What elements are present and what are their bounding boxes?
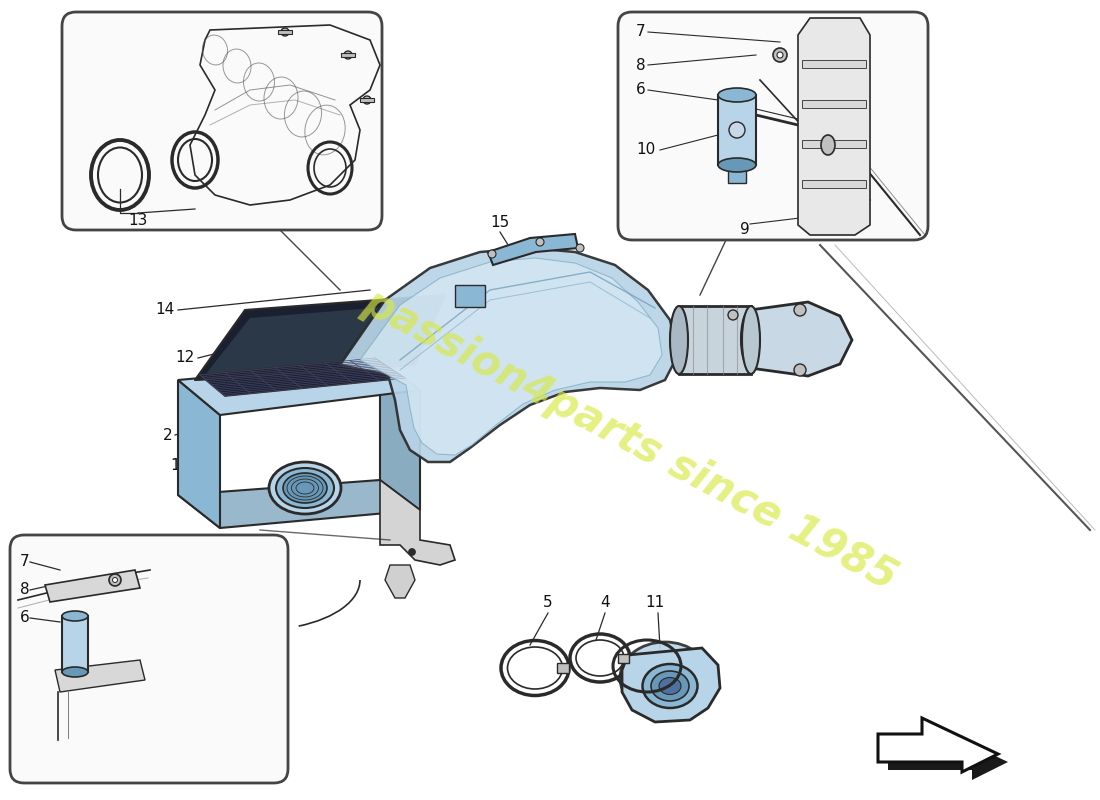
Circle shape — [728, 310, 738, 320]
Circle shape — [576, 244, 584, 252]
Text: 10: 10 — [636, 142, 656, 158]
Polygon shape — [195, 295, 446, 380]
Circle shape — [112, 578, 118, 582]
Polygon shape — [55, 660, 145, 692]
Text: 6: 6 — [20, 610, 30, 626]
Polygon shape — [888, 726, 1008, 780]
Bar — [618, 654, 629, 663]
Circle shape — [488, 250, 496, 258]
Polygon shape — [379, 362, 420, 510]
Text: 12: 12 — [176, 350, 195, 366]
Polygon shape — [200, 358, 405, 396]
Polygon shape — [878, 718, 998, 772]
Bar — [679, 306, 751, 374]
Text: 8: 8 — [20, 582, 30, 598]
Text: 8: 8 — [636, 58, 646, 73]
Ellipse shape — [718, 158, 756, 172]
Circle shape — [794, 304, 806, 316]
FancyBboxPatch shape — [618, 12, 928, 240]
Circle shape — [773, 48, 786, 62]
Ellipse shape — [276, 468, 334, 508]
Ellipse shape — [62, 667, 88, 677]
Polygon shape — [379, 480, 455, 565]
Text: 2: 2 — [163, 427, 172, 442]
Text: 7: 7 — [20, 554, 30, 570]
Polygon shape — [340, 248, 678, 462]
Ellipse shape — [651, 671, 689, 701]
Bar — [360, 98, 374, 102]
Text: 15: 15 — [491, 215, 509, 230]
Bar — [802, 60, 866, 68]
Text: 9: 9 — [740, 222, 750, 237]
Circle shape — [109, 574, 121, 586]
Polygon shape — [45, 570, 140, 602]
Circle shape — [536, 238, 544, 246]
Text: 11: 11 — [646, 595, 664, 610]
Circle shape — [280, 28, 289, 36]
Bar — [341, 53, 355, 57]
Polygon shape — [178, 380, 220, 528]
Ellipse shape — [741, 310, 759, 368]
Circle shape — [363, 96, 371, 104]
Ellipse shape — [742, 306, 760, 374]
Polygon shape — [178, 480, 420, 528]
Bar — [728, 165, 746, 183]
Text: passion4parts since 1985: passion4parts since 1985 — [356, 281, 904, 599]
Bar — [802, 180, 866, 188]
Text: 13: 13 — [129, 213, 147, 228]
Ellipse shape — [821, 135, 835, 155]
Bar — [802, 100, 866, 108]
Text: 5: 5 — [543, 595, 553, 610]
Polygon shape — [621, 648, 720, 722]
Ellipse shape — [718, 88, 756, 102]
Circle shape — [344, 51, 352, 59]
Ellipse shape — [659, 678, 681, 694]
Polygon shape — [385, 565, 415, 598]
Polygon shape — [750, 302, 852, 376]
Ellipse shape — [670, 306, 688, 374]
Ellipse shape — [620, 642, 710, 714]
Bar — [557, 663, 569, 673]
Bar — [455, 285, 485, 307]
Bar — [62, 616, 88, 672]
Bar — [718, 95, 756, 165]
Text: 14: 14 — [156, 302, 175, 318]
Text: 1: 1 — [170, 458, 180, 473]
Polygon shape — [488, 234, 578, 265]
Text: 4: 4 — [601, 595, 609, 610]
FancyBboxPatch shape — [62, 12, 382, 230]
Polygon shape — [205, 303, 434, 375]
Ellipse shape — [62, 611, 88, 621]
Circle shape — [794, 364, 806, 376]
Text: 7: 7 — [636, 25, 646, 39]
Bar — [802, 140, 866, 148]
Polygon shape — [178, 362, 420, 415]
Ellipse shape — [642, 664, 697, 708]
Polygon shape — [360, 258, 662, 455]
Circle shape — [777, 52, 783, 58]
Circle shape — [729, 122, 745, 138]
FancyBboxPatch shape — [10, 535, 288, 783]
Text: 3: 3 — [185, 387, 195, 402]
Bar — [278, 30, 292, 34]
Polygon shape — [798, 18, 870, 235]
Ellipse shape — [270, 462, 341, 514]
Ellipse shape — [283, 473, 327, 503]
Text: 6: 6 — [636, 82, 646, 98]
Circle shape — [408, 549, 416, 555]
